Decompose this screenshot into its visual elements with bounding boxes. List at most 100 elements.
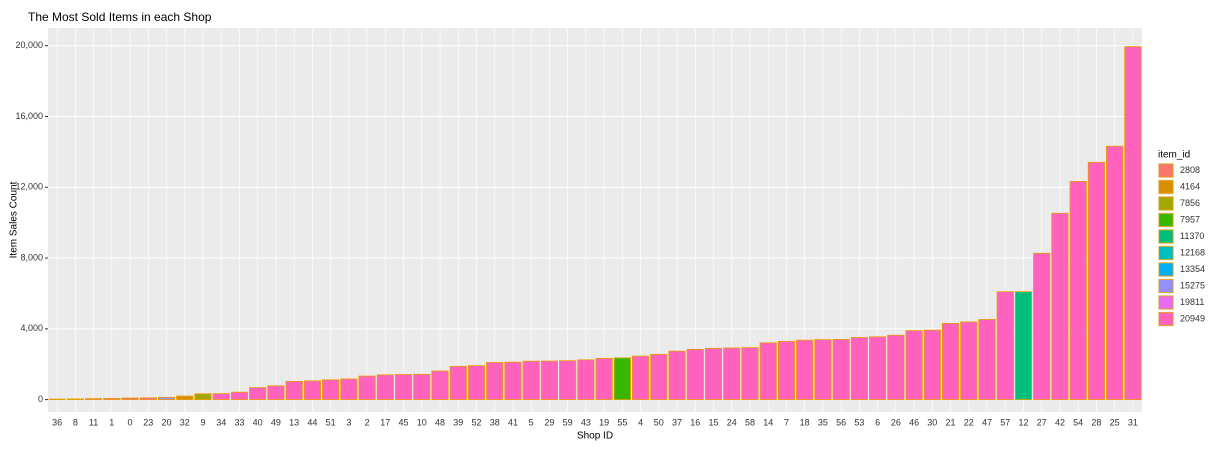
x-tick-label: 13 <box>289 417 299 427</box>
x-tick-label: 23 <box>143 417 153 427</box>
x-tick-label: 28 <box>1091 417 1101 427</box>
y-tick-label: 4,000 <box>20 323 43 333</box>
bar <box>577 359 595 401</box>
x-axis-title: Shop ID <box>577 431 613 442</box>
bar <box>941 322 960 401</box>
x-tick-label: 55 <box>617 417 627 427</box>
bar <box>139 397 157 401</box>
legend-label: 13354 <box>1180 264 1205 274</box>
bar <box>978 319 996 401</box>
x-tick-label: 16 <box>690 417 700 427</box>
x-tick-label: 27 <box>1037 417 1047 427</box>
x-tick-label: 49 <box>271 417 281 427</box>
bar <box>285 380 303 401</box>
legend-title: item_id <box>1158 150 1190 161</box>
x-tick-label: 39 <box>453 417 463 427</box>
legend-label: 15275 <box>1180 280 1205 290</box>
bar <box>249 387 267 401</box>
x-tick-label: 29 <box>544 417 554 427</box>
bar <box>340 378 358 401</box>
bar <box>832 339 850 401</box>
x-tick-label: 44 <box>307 417 317 427</box>
bar <box>431 370 449 401</box>
x-tick-label: 43 <box>581 417 591 427</box>
x-tick-label: 14 <box>763 417 773 427</box>
x-tick-label: 15 <box>709 417 719 427</box>
y-tick-label: 12,000 <box>15 182 43 192</box>
x-tick-label: 7 <box>784 417 789 427</box>
bar <box>504 361 522 401</box>
bar <box>923 329 941 401</box>
bar <box>467 365 486 401</box>
bar <box>84 398 103 401</box>
bar <box>194 393 212 401</box>
chart-title: The Most Sold Items in each Shop <box>28 10 212 24</box>
x-tick-label: 20 <box>162 417 172 427</box>
bar <box>66 398 84 401</box>
x-tick-label: 12 <box>1018 417 1028 427</box>
x-tick-label: 8 <box>73 417 78 427</box>
x-tick-label: 30 <box>927 417 937 427</box>
bar <box>595 357 613 401</box>
bar <box>796 339 814 401</box>
legend-swatch <box>1158 279 1174 293</box>
x-tick-label: 42 <box>1055 417 1065 427</box>
bar <box>486 362 504 401</box>
bar <box>869 336 887 401</box>
bar <box>887 334 905 401</box>
x-tick-label: 31 <box>1128 417 1138 427</box>
bar <box>1069 181 1087 401</box>
y-tick-label: 8,000 <box>20 252 43 262</box>
legend-label: 4164 <box>1180 181 1200 191</box>
x-tick-label: 17 <box>380 417 390 427</box>
bar <box>723 347 741 401</box>
x-tick-label: 9 <box>200 417 205 427</box>
bar <box>413 373 431 401</box>
bar <box>1051 212 1069 401</box>
legend-swatch <box>1158 229 1174 244</box>
bar <box>230 391 249 401</box>
x-tick-label: 38 <box>490 417 500 427</box>
x-tick-label: 58 <box>745 417 755 427</box>
x-tick-label: 37 <box>672 417 682 427</box>
bar <box>267 385 285 401</box>
bar <box>121 397 139 401</box>
y-tick-label: 20,000 <box>15 40 43 50</box>
legend-label: 19811 <box>1180 297 1204 307</box>
bar <box>905 330 923 401</box>
bar <box>759 342 777 401</box>
x-tick-label: 33 <box>234 417 244 427</box>
x-tick-label: 25 <box>1110 417 1120 427</box>
bar <box>540 360 559 401</box>
x-tick-label: 19 <box>599 417 609 427</box>
x-tick-label: 41 <box>508 417 518 427</box>
x-tick-label: 21 <box>946 417 956 427</box>
x-tick-label: 57 <box>1000 417 1010 427</box>
bar <box>1033 252 1051 401</box>
legend-label: 7957 <box>1180 214 1200 224</box>
bar <box>394 374 413 401</box>
legend-swatch <box>1158 262 1174 277</box>
x-tick-label: 22 <box>964 417 974 427</box>
bar <box>996 291 1014 401</box>
x-tick-label: 26 <box>891 417 901 427</box>
x-tick-label: 18 <box>800 417 810 427</box>
x-tick-label: 32 <box>180 417 190 427</box>
bar <box>1087 161 1106 401</box>
x-tick-label: 54 <box>1073 417 1083 427</box>
x-tick-label: 59 <box>563 417 573 427</box>
bar <box>650 353 668 401</box>
legend-swatch <box>1158 213 1174 227</box>
legend-label: 7856 <box>1180 198 1200 208</box>
x-tick-label: 56 <box>836 417 846 427</box>
legend-swatch <box>1158 295 1174 310</box>
x-tick-label: 0 <box>128 417 133 427</box>
bar <box>522 360 540 401</box>
bar <box>960 321 978 401</box>
y-tick-label: 16,000 <box>15 111 43 121</box>
legend-swatch <box>1158 163 1174 178</box>
x-tick-label: 46 <box>909 417 919 427</box>
bar <box>212 393 230 401</box>
bar <box>1014 291 1033 401</box>
bar <box>850 337 868 401</box>
